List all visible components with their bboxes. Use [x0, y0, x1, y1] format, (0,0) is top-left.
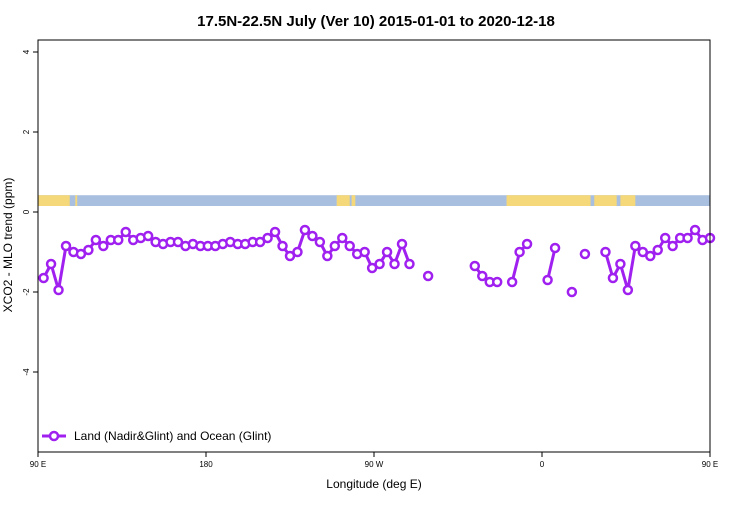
- y-axis-label: XCO2 - MLO trend (ppm): [1, 178, 15, 313]
- data-point: [622, 284, 634, 296]
- legend: Land (Nadir&Glint) and Ocean (Glint): [42, 429, 271, 443]
- y-tick-label: 2: [22, 129, 31, 134]
- data-point: [172, 236, 184, 248]
- data-point: [299, 224, 311, 236]
- land-ocean-band: [38, 195, 710, 206]
- y-tick-label: -4: [22, 368, 31, 376]
- data-point: [322, 250, 333, 262]
- data-point: [254, 236, 266, 248]
- data-point: [53, 284, 64, 296]
- x-tick-label: 180: [199, 460, 213, 469]
- data-point: [292, 246, 303, 258]
- land-band-segment: [594, 195, 617, 206]
- data-point: [396, 238, 408, 250]
- data-point: [514, 246, 525, 258]
- ocean-band: [38, 195, 710, 206]
- x-axis-ticks: 90 E 180 90 W 0 90 E: [30, 452, 718, 469]
- y-tick-label: -2: [22, 288, 31, 296]
- land-band-segment: [38, 195, 70, 206]
- data-point: [120, 226, 131, 238]
- plot-frame: [37, 39, 711, 453]
- land-band-segment: [75, 195, 78, 206]
- data-point: [566, 286, 578, 298]
- data-point: [337, 232, 348, 244]
- data-point: [374, 258, 385, 270]
- data-point: [491, 276, 503, 288]
- data-point: [579, 248, 591, 260]
- data-point: [45, 258, 57, 270]
- data-point: [269, 226, 281, 238]
- data-point: [381, 246, 393, 258]
- data-point: [284, 250, 296, 262]
- data-point: [652, 244, 663, 256]
- data-point: [366, 262, 378, 274]
- y-tick-label: 4: [22, 49, 31, 54]
- data-point: [682, 232, 693, 244]
- data-point: [477, 270, 488, 282]
- data-point: [344, 240, 355, 252]
- y-tick-label: 0: [22, 209, 31, 214]
- data-point: [75, 248, 87, 260]
- x-tick-label: 90 E: [702, 460, 718, 469]
- data-point: [404, 258, 415, 270]
- data-point: [542, 274, 553, 286]
- land-band-segment: [351, 195, 356, 206]
- data-point: [659, 232, 671, 244]
- land-band-segment: [506, 195, 591, 206]
- data-point: [521, 238, 533, 250]
- y-axis-ticks: 4 2 0 -2 -4: [22, 49, 38, 376]
- x-tick-label: 0: [540, 460, 545, 469]
- data-point: [689, 224, 701, 236]
- data-point: [329, 240, 341, 252]
- data-point: [277, 240, 288, 252]
- data-point: [38, 272, 49, 284]
- data-point: [645, 250, 656, 262]
- data-point: [630, 240, 641, 252]
- data-point: [142, 230, 154, 242]
- data-point: [98, 240, 109, 252]
- data-point: [506, 276, 518, 288]
- data-point: [359, 246, 370, 258]
- data-point: [90, 234, 102, 246]
- data-point: [600, 246, 611, 258]
- data-point: [307, 230, 318, 242]
- data-point: [549, 242, 561, 254]
- legend-label: Land (Nadir&Glint) and Ocean (Glint): [74, 429, 271, 443]
- data-point: [60, 240, 72, 252]
- series-line: [546, 247, 557, 281]
- data-point: [389, 258, 400, 270]
- x-axis-label: Longitude (deg E): [326, 477, 421, 491]
- data-point: [667, 240, 678, 252]
- data-point: [615, 258, 626, 270]
- data-point: [83, 244, 94, 256]
- data-point: [422, 270, 434, 282]
- land-band-segment: [336, 195, 350, 206]
- x-tick-label: 90 W: [365, 460, 384, 469]
- legend-marker: [48, 430, 60, 442]
- data-point: [637, 246, 649, 258]
- data-point: [469, 260, 481, 272]
- land-band-segment: [620, 195, 636, 206]
- series-layer: [38, 224, 716, 298]
- data-point: [607, 272, 619, 284]
- data-point: [262, 232, 273, 244]
- data-point: [113, 234, 124, 246]
- x-tick-label: 90 E: [30, 460, 46, 469]
- chart-title: 17.5N-22.5N July (Ver 10) 2015-01-01 to …: [197, 13, 555, 30]
- data-point: [314, 236, 326, 248]
